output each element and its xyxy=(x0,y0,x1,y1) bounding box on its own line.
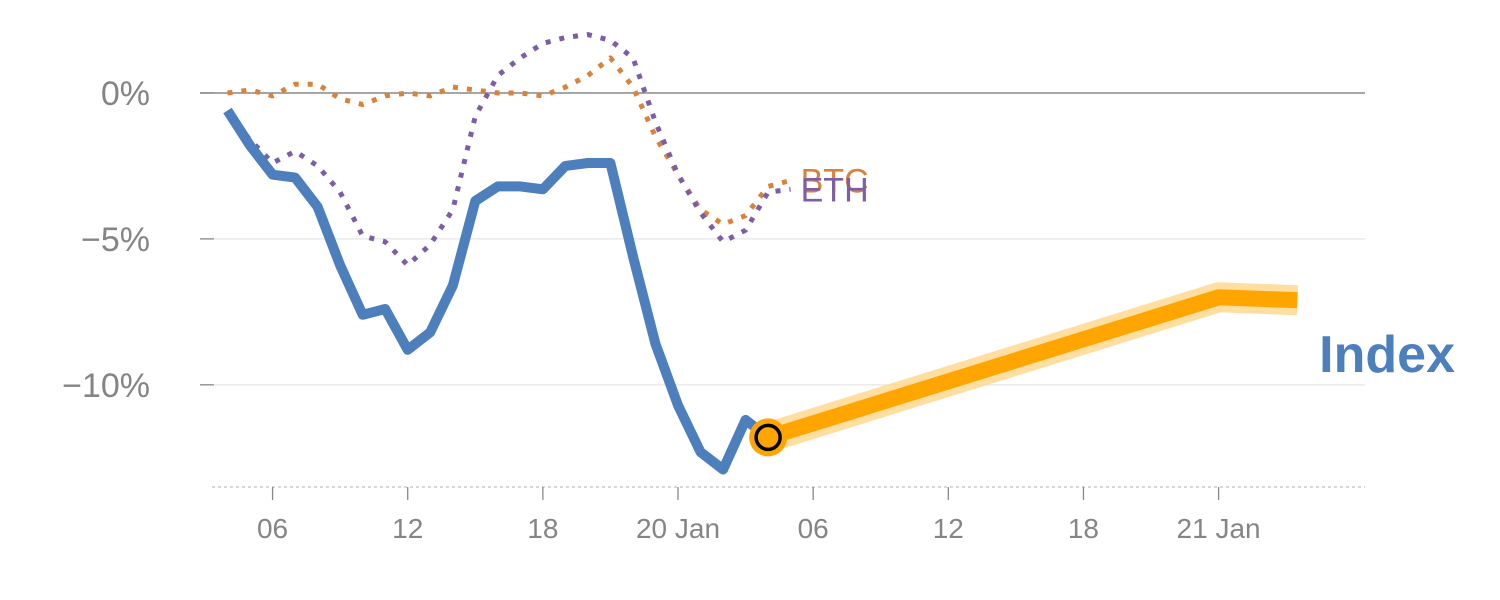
x-tick-label: 20 Jan xyxy=(636,513,720,544)
x-axis-ticks: 06 12 18 20 Jan 06 12 18 21 Jan xyxy=(257,487,1261,544)
x-tick-label: 06 xyxy=(257,513,288,544)
x-tick-label: 18 xyxy=(527,513,558,544)
highlight-segment xyxy=(765,289,1298,446)
x-tick-label: 12 xyxy=(933,513,964,544)
x-tick-label: 12 xyxy=(392,513,423,544)
series-line-index xyxy=(223,107,772,475)
series-line-eth xyxy=(225,32,791,268)
y-tick-label: −10% xyxy=(62,367,150,405)
x-tick-label: 06 xyxy=(798,513,829,544)
y-tick-label: −5% xyxy=(81,221,150,259)
series-lines xyxy=(223,32,1298,475)
y-tick-label: 0% xyxy=(101,75,150,113)
series-label-btc: BTC xyxy=(801,163,869,201)
series-label-eth: ETH xyxy=(801,171,869,209)
y-axis-ticks: 0% −5% −10% xyxy=(62,75,150,405)
x-tick-label: 21 Jan xyxy=(1177,513,1261,544)
current-value-marker xyxy=(754,423,782,452)
series-label-index: Index xyxy=(1319,326,1455,384)
gridlines xyxy=(200,92,1365,488)
x-tick-label: 18 xyxy=(1068,513,1099,544)
